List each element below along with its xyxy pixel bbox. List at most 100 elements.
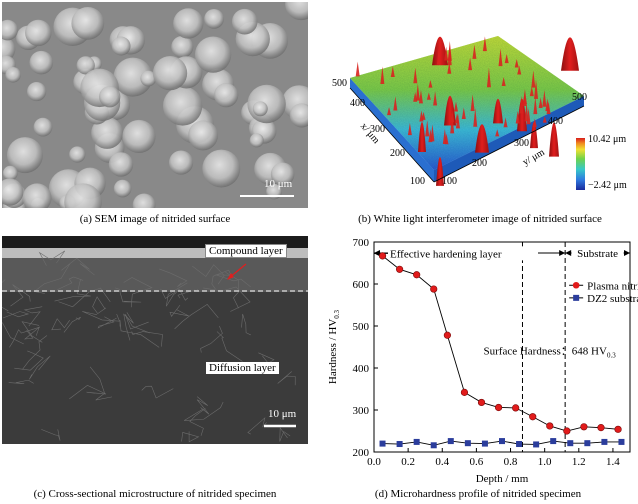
grain-boundary: [69, 385, 107, 400]
surface-spike: [515, 110, 520, 124]
surface-spike: [468, 57, 473, 71]
grain-boundary: [58, 287, 111, 308]
grain-boundary: [159, 268, 188, 288]
sem-nodule: [285, 2, 308, 21]
substrate-label: Substrate: [577, 248, 618, 260]
plot-frame: [373, 241, 631, 453]
grain-boundary: [211, 269, 233, 290]
x-tick-label: 0.2: [401, 456, 415, 468]
surface-spike: [542, 116, 547, 123]
surface-spike: [533, 97, 538, 115]
cross-section-image: [2, 236, 308, 444]
data-point-plasma-nitrided: [430, 285, 438, 293]
grain-boundary: [174, 304, 219, 330]
grain-boundary: [51, 318, 70, 331]
surface-spike: [413, 67, 418, 84]
grain-boundary: [41, 429, 61, 441]
sem-nodule: [270, 162, 295, 186]
surface-peak: [432, 36, 448, 66]
grain-boundary: [24, 326, 40, 340]
grain-boundary: [181, 431, 200, 443]
grain-boundary: [203, 286, 251, 312]
grain-boundary: [200, 325, 223, 353]
sem-nodule: [132, 193, 156, 208]
x-tick-label: 0.6: [470, 456, 484, 468]
sem-nodule: [289, 103, 308, 128]
surface-spike: [545, 98, 550, 112]
grain-boundary: [115, 287, 142, 303]
colorbar-max: 10.42 μm: [588, 134, 627, 145]
data-point-plasma-nitrided: [395, 265, 404, 273]
sem-nodule: [22, 183, 52, 208]
surface-spike: [390, 66, 395, 78]
sem-nodule: [2, 19, 18, 41]
grain-boundary: [92, 296, 107, 314]
x-tick-200: 200: [390, 148, 405, 159]
x-tick-label: 0.0: [367, 456, 381, 468]
effective-hardening-label: Effective hardening layer: [390, 248, 502, 260]
data-point-dz2-substrate: [567, 440, 574, 447]
surface-spike: [514, 59, 519, 68]
surface-peak: [549, 122, 559, 157]
sem-nodule: [140, 70, 157, 87]
data-point-dz2-substrate: [550, 438, 557, 445]
surface-spike: [472, 44, 477, 59]
sem-nodule: [202, 149, 241, 188]
surface-peak: [493, 98, 503, 124]
surface-peak: [436, 156, 444, 186]
sem-nodule: [25, 19, 52, 47]
data-point-dz2-substrate: [447, 438, 454, 445]
grain-boundary: [82, 311, 120, 322]
grain-boundary: [33, 263, 71, 294]
surface-spike: [534, 79, 539, 99]
y-tick-label: 400: [353, 363, 370, 375]
sem-nodule: [162, 86, 203, 126]
cs-scale-label: 10 μm: [268, 408, 297, 420]
sem-nodule: [152, 56, 188, 91]
y-tick-label: 700: [353, 237, 370, 249]
surface-spike: [419, 110, 424, 122]
surface-spike: [418, 89, 423, 104]
data-point-plasma-nitrided: [546, 422, 554, 430]
surface-spike: [430, 124, 435, 142]
y-tick-400: 400: [548, 116, 563, 127]
y-tick-100: 100: [442, 176, 457, 187]
surface-spike: [504, 53, 509, 64]
sem-nodule: [188, 120, 218, 151]
sem-nodule: [108, 152, 134, 177]
surface-spike: [393, 96, 398, 111]
sem-nodule: [252, 101, 268, 117]
surface-spike: [455, 112, 460, 129]
surface-spike: [538, 97, 543, 109]
data-point-plasma-nitrided: [460, 388, 469, 396]
y-tick-label: 500: [353, 321, 370, 333]
sem-nodule: [2, 178, 24, 206]
data-point-plasma-nitrided: [580, 423, 588, 431]
grain-boundary: [169, 304, 189, 317]
data-point-dz2-substrate: [601, 438, 608, 445]
data-point-dz2-substrate: [396, 441, 403, 448]
sem-nodule: [2, 36, 16, 62]
grain-boundary: [57, 276, 84, 291]
sem-nodule: [5, 67, 21, 83]
sem-nodule: [231, 8, 258, 35]
grain-boundary: [192, 264, 225, 285]
grain-boundary: [184, 401, 224, 421]
grain-boundary: [131, 331, 163, 347]
grain-boundary: [123, 277, 153, 308]
grain-boundary: [2, 322, 24, 345]
sem-nodule: [173, 8, 204, 39]
label-bg: [571, 246, 624, 259]
sem-nodule: [111, 36, 131, 56]
surface-peak: [561, 37, 579, 71]
grain-boundary: [123, 312, 134, 341]
cross-section-panel: Compound layer Diffusion layer 10 μm: [2, 236, 308, 444]
x-tick-100: 100: [410, 176, 425, 187]
grain-boundary: [277, 371, 296, 386]
grain-boundary: [21, 321, 43, 343]
data-point-plasma-nitrided: [512, 404, 520, 412]
sem-nodule: [29, 50, 54, 75]
surface-spike: [387, 106, 392, 116]
grain-boundary: [119, 320, 160, 348]
grain-boundary: [63, 316, 81, 333]
